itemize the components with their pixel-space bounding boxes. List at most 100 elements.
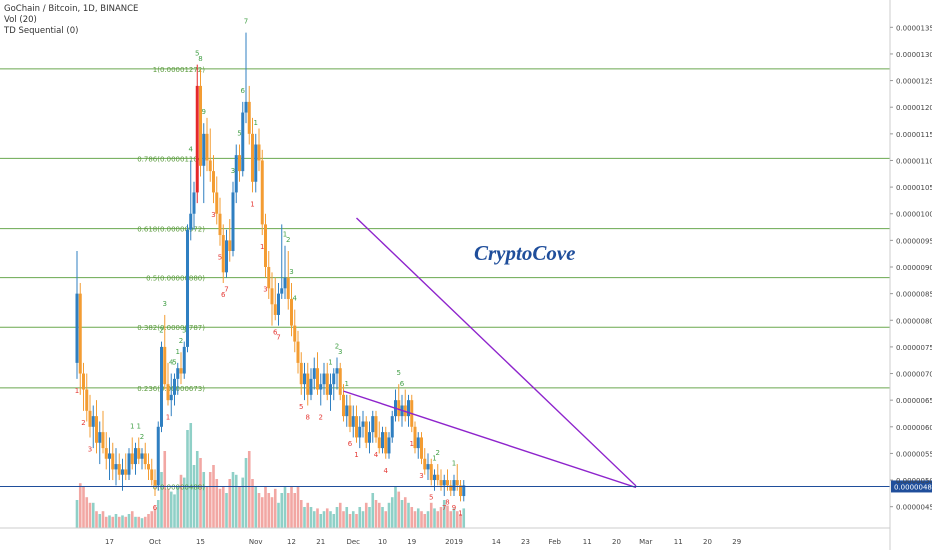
td-count-label: 1 bbox=[328, 359, 332, 367]
volume-bar bbox=[163, 451, 167, 528]
td-count-label: 3 bbox=[231, 167, 235, 175]
volume-bar bbox=[215, 479, 219, 528]
time-tick-label: Dec bbox=[346, 538, 360, 546]
candle-body bbox=[286, 277, 290, 299]
volume-bar bbox=[95, 511, 98, 528]
volume-bar bbox=[212, 465, 215, 528]
td-count-label: 4 bbox=[189, 145, 194, 153]
volume-bar bbox=[394, 486, 397, 528]
volume-bar bbox=[280, 493, 284, 528]
volume-bar bbox=[459, 514, 462, 528]
volume-bar bbox=[387, 502, 391, 528]
volume-bar bbox=[186, 430, 189, 528]
candle-body bbox=[303, 373, 306, 385]
td-count-label: 1 bbox=[166, 413, 170, 421]
fib-level-label: 0.382(0.00000787) bbox=[137, 324, 205, 332]
candle-body bbox=[108, 453, 111, 459]
td-sequential-indicator-label[interactable]: TD Sequential (0) bbox=[4, 26, 79, 36]
volume-bar bbox=[416, 508, 420, 528]
volume-bar bbox=[390, 497, 394, 528]
symbol-title[interactable]: GoChain / Bitcoin, 1D, BINANCE bbox=[4, 4, 139, 14]
candle-body bbox=[199, 85, 202, 166]
candle-body bbox=[124, 469, 128, 475]
candle-body bbox=[179, 368, 183, 374]
chart-legend: GoChain / Bitcoin, 1D, BINANCE Vol (20) … bbox=[4, 4, 138, 37]
td-count-label: 1 bbox=[283, 231, 287, 239]
td-count-label: 1 bbox=[345, 380, 349, 388]
td-count-label: 2 bbox=[81, 419, 85, 427]
watermark-text: CryptoCove bbox=[474, 241, 576, 265]
candle-body bbox=[293, 325, 297, 342]
fib-level-label: 0.786(0.00001104) bbox=[137, 155, 205, 163]
td-count-label: 3 bbox=[211, 211, 215, 219]
candle-body bbox=[212, 171, 215, 193]
candle-body bbox=[361, 421, 365, 427]
candle-body bbox=[192, 192, 196, 214]
current-price-label: 0.00000488 bbox=[894, 483, 932, 491]
volume-bar bbox=[104, 516, 108, 528]
volume-indicator-label[interactable]: Vol (20) bbox=[4, 15, 37, 25]
time-tick-label: 21 bbox=[316, 538, 325, 546]
candle-body bbox=[244, 101, 248, 113]
candle-body bbox=[163, 346, 167, 385]
volume-bar bbox=[446, 505, 449, 528]
volume-bar bbox=[264, 486, 267, 528]
td-count-label: 7 bbox=[276, 334, 280, 342]
volume-bar bbox=[143, 516, 147, 528]
candle-body bbox=[247, 101, 251, 134]
volume-bar bbox=[283, 486, 287, 528]
candle-body bbox=[143, 453, 147, 465]
candle-body bbox=[134, 448, 137, 465]
td-count-label: 7 bbox=[224, 286, 228, 294]
volume-bar bbox=[218, 488, 222, 528]
volume-bar bbox=[173, 494, 176, 528]
volume-bar bbox=[88, 502, 92, 528]
td-count-label: 2 bbox=[159, 327, 163, 335]
td-count-label: 5 bbox=[429, 493, 433, 501]
candle-body bbox=[173, 378, 176, 395]
candle-body bbox=[420, 437, 423, 459]
volume-bar bbox=[309, 507, 313, 528]
td-count-label: 2 bbox=[436, 449, 440, 457]
candle-body bbox=[407, 400, 410, 417]
volume-bar bbox=[228, 479, 232, 528]
candle-body bbox=[150, 469, 154, 481]
candle-body bbox=[231, 192, 235, 252]
volume-bar bbox=[306, 502, 310, 528]
candle-body bbox=[322, 373, 326, 385]
candle-body bbox=[442, 480, 446, 486]
volume-bar bbox=[85, 497, 89, 528]
volume-bar bbox=[182, 477, 186, 528]
candle-body bbox=[426, 464, 430, 470]
candle-body bbox=[436, 474, 440, 481]
candle-body bbox=[111, 453, 115, 470]
volume-bar bbox=[199, 458, 202, 528]
td-count-label: 8 bbox=[306, 413, 310, 421]
td-count-label: 2 bbox=[335, 343, 339, 351]
volume-bar bbox=[342, 511, 345, 528]
candle-body bbox=[208, 160, 212, 172]
volume-bar bbox=[254, 486, 258, 528]
volume-bar bbox=[335, 507, 339, 528]
candle-body bbox=[189, 213, 193, 230]
candle-body bbox=[329, 384, 332, 395]
volume-bar bbox=[423, 514, 427, 528]
td-count-label: 1 bbox=[458, 509, 462, 517]
td-count-label: 1 bbox=[137, 422, 141, 430]
candle-body bbox=[348, 405, 352, 427]
candle-body bbox=[267, 267, 271, 289]
candle-body bbox=[156, 426, 160, 486]
current-price-badge bbox=[891, 480, 932, 493]
td-count-label: 1 bbox=[410, 440, 414, 448]
candle-body bbox=[374, 416, 378, 438]
candle-body bbox=[306, 373, 310, 395]
